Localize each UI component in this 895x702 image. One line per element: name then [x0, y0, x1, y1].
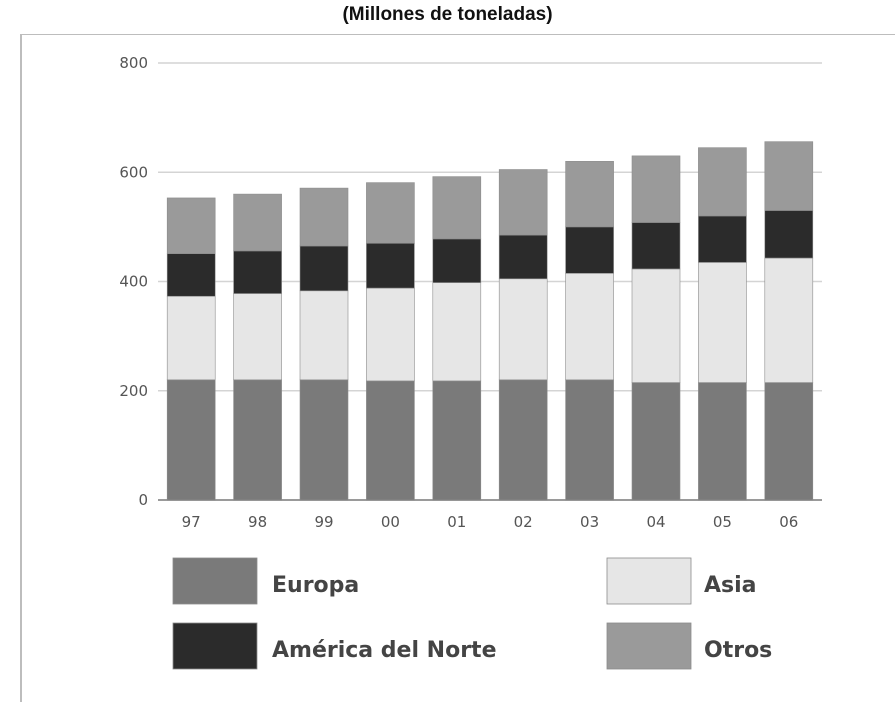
bar-segment: [565, 161, 614, 228]
bar-segment: [233, 293, 282, 381]
bar-segment: [498, 278, 548, 381]
bar-segment: [698, 262, 747, 383]
y-tick-label: 0: [138, 491, 148, 509]
bar-segment: [565, 226, 614, 274]
bar-segment: [432, 176, 482, 240]
x-tick-label: 98: [248, 513, 267, 531]
bar-segment: [764, 141, 814, 211]
x-tick-label: 97: [182, 513, 201, 531]
x-tick-label: 99: [314, 513, 333, 531]
legend-swatch: [172, 557, 258, 605]
bar-segment: [166, 295, 216, 381]
x-tick-label: 00: [381, 513, 400, 531]
x-tick-label: 06: [779, 513, 798, 531]
y-tick-label: 600: [119, 163, 148, 181]
bar-segment: [299, 245, 349, 292]
y-tick-label: 400: [119, 273, 148, 291]
bar-segment: [299, 187, 349, 247]
bar-segment: [366, 242, 415, 289]
legend-label: América del Norte: [272, 638, 497, 663]
y-axis: 0 200 400 600 800: [119, 54, 148, 509]
chart-title: (Millones de toneladas): [342, 4, 553, 25]
legend-label: Asia: [704, 573, 757, 598]
legend-swatch: [606, 622, 692, 670]
bar-segment: [764, 210, 814, 259]
bar-segment: [166, 197, 216, 254]
bar-segment: [366, 287, 415, 382]
frame-left-border: [20, 34, 22, 702]
bar-segment: [698, 147, 747, 217]
bar-segment: [166, 253, 216, 297]
frame-top-border: [20, 34, 895, 35]
y-tick-label: 200: [119, 382, 148, 400]
bar-segment: [565, 273, 614, 381]
bar-segment: [498, 379, 548, 501]
bar-segment: [366, 380, 415, 501]
legend-label: Europa: [272, 573, 359, 598]
x-tick-label: 01: [447, 513, 466, 531]
bar-segment: [233, 250, 282, 294]
bar-segment: [166, 379, 216, 501]
legend-swatch: [172, 622, 258, 670]
legend: Europa Asia América del Norte Otros: [172, 557, 772, 670]
bar-segment: [764, 257, 814, 383]
bar-segment: [631, 268, 681, 383]
bar-segment: [698, 215, 747, 263]
x-tick-label: 05: [713, 513, 732, 531]
bar-segment: [299, 290, 349, 381]
bar-segment: [631, 222, 681, 270]
bar-segment: [233, 379, 282, 501]
x-tick-label: 02: [514, 513, 533, 531]
bar-segment: [432, 238, 482, 283]
bar-segment: [432, 380, 482, 501]
bar-segment: [631, 155, 681, 223]
x-tick-label: 04: [646, 513, 665, 531]
bar-segment: [233, 193, 282, 252]
bars: [166, 141, 814, 501]
y-tick-label: 800: [119, 54, 148, 72]
bar-segment: [299, 379, 349, 501]
bar-segment: [498, 234, 548, 280]
x-axis: 97 98 99 00 01 02 03 04 05 06: [182, 513, 799, 531]
bar-segment: [631, 382, 681, 501]
legend-label: Otros: [704, 638, 772, 663]
bar-segment: [565, 379, 614, 501]
bar-segment: [764, 382, 814, 501]
bar-segment: [366, 182, 415, 244]
legend-swatch: [606, 557, 692, 605]
bar-segment: [432, 282, 482, 382]
bar-segment: [698, 382, 747, 501]
x-tick-label: 03: [580, 513, 599, 531]
bar-segment: [498, 169, 548, 236]
